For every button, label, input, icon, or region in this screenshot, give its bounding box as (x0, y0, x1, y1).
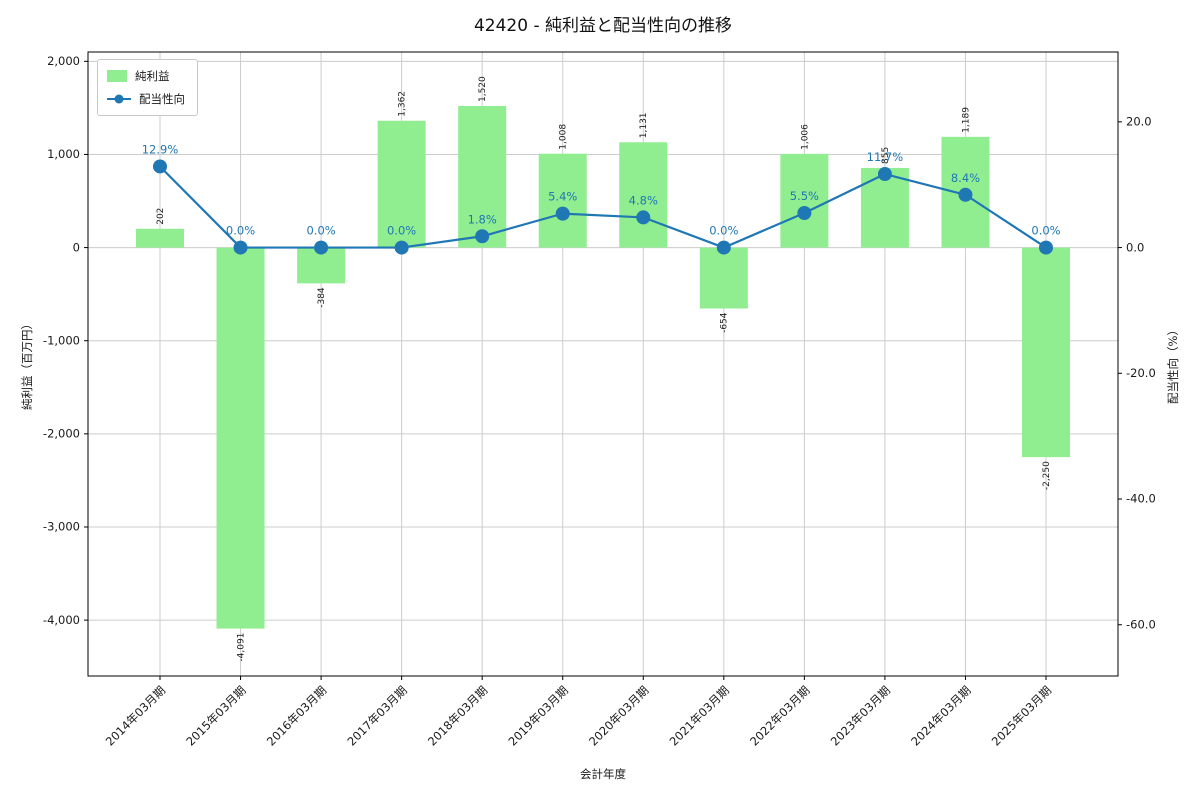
payout-value-label: 0.0% (306, 224, 335, 238)
x-tick-label: 2020年03月期 (586, 683, 651, 748)
payout-value-label: 5.5% (790, 189, 819, 203)
legend-label-payout-ratio: 配当性向 (139, 92, 185, 106)
net-income-bar (780, 153, 829, 248)
bar-value-label: -2,250 (1042, 461, 1052, 490)
bar-value-label: 202 (156, 208, 166, 225)
left-tick-label: 0 (73, 240, 80, 254)
x-tick-label: 2015年03月期 (183, 683, 248, 748)
legend-item-net-income: 純利益 (107, 68, 185, 84)
payout-value-label: 0.0% (1031, 224, 1060, 238)
left-tick-label: -2,000 (43, 427, 80, 441)
left-axis-title: 純利益（百万円） (20, 318, 34, 410)
left-tick-label: -4,000 (43, 613, 80, 627)
bar-value-label: 1,131 (639, 112, 649, 138)
right-tick-label: -40.0 (1126, 492, 1156, 506)
x-tick-label: 2025年03月期 (989, 683, 1054, 748)
bar-series-swatch-icon (107, 70, 127, 82)
bar-value-label: 1,008 (559, 124, 569, 150)
payout-ratio-marker (475, 229, 490, 244)
net-income-bar (619, 142, 668, 248)
line-swatch-marker (114, 94, 124, 104)
net-income-bar (216, 247, 265, 629)
payout-value-label: 4.8% (629, 193, 658, 207)
payout-ratio-marker (314, 240, 329, 255)
line-series-swatch-icon (107, 92, 131, 106)
legend-item-payout-ratio: 配当性向 (107, 91, 185, 107)
bar-value-label: 1,362 (398, 91, 408, 117)
left-tick-label: 2,000 (47, 54, 80, 68)
payout-ratio-marker (394, 240, 409, 255)
plot-border (87, 51, 1119, 677)
left-tick-label: -1,000 (43, 333, 80, 347)
right-tick-label: 20.0 (1126, 115, 1152, 129)
x-axis-title: 会計年度 (580, 767, 626, 781)
x-tick-label: 2024年03月期 (908, 683, 973, 748)
net-income-bar (136, 228, 184, 248)
left-tick-label: 1,000 (47, 147, 80, 161)
x-tick-label: 2017年03月期 (344, 683, 409, 748)
x-tick-label: 2022年03月期 (747, 683, 812, 748)
payout-ratio-marker (797, 205, 812, 220)
payout-ratio-marker (636, 210, 651, 225)
payout-value-label: 0.0% (226, 224, 255, 238)
payout-ratio-marker (877, 167, 892, 182)
bar-value-label: -4,091 (236, 633, 246, 662)
net-income-bar (538, 153, 587, 248)
payout-value-label: 11.7% (867, 150, 904, 164)
payout-ratio-marker (555, 206, 570, 221)
left-tick-label: -3,000 (43, 520, 80, 534)
bar-value-label: 855 (881, 147, 891, 164)
payout-value-label: 0.0% (387, 224, 416, 238)
payout-value-label: 8.4% (951, 171, 980, 185)
bar-value-label: 1,189 (961, 107, 971, 133)
payout-value-label: 12.9% (142, 142, 179, 156)
net-income-bar (377, 120, 426, 248)
payout-value-label: 0.0% (709, 224, 738, 238)
net-income-bar (699, 247, 748, 309)
payout-ratio-marker (716, 240, 731, 255)
right-tick-label: -20.0 (1126, 366, 1156, 380)
right-axis-title: 配当性向（%） (1166, 324, 1180, 404)
x-tick-label: 2016年03月期 (264, 683, 329, 748)
x-tick-label: 2018年03月期 (425, 683, 490, 748)
net-income-bar (458, 106, 507, 248)
chart-title: 42420 - 純利益と配当性向の推移 (473, 16, 733, 36)
payout-ratio-marker (958, 187, 973, 202)
payout-ratio-marker (233, 240, 248, 255)
legend: 純利益 配当性向 (97, 59, 198, 116)
payout-value-label: 5.4% (548, 190, 577, 204)
x-tick-label: 2023年03月期 (828, 683, 893, 748)
payout-ratio-marker (153, 159, 167, 174)
right-tick-label: -60.0 (1126, 617, 1156, 631)
payout-ratio-line (159, 165, 1047, 249)
x-tick-label: 2021年03月期 (667, 683, 732, 748)
bar-value-label: 1,520 (478, 76, 488, 102)
net-income-bar (1022, 247, 1070, 458)
payout-ratio-marker (1039, 240, 1053, 255)
payout-value-label: 1.8% (468, 212, 497, 226)
right-tick-label: 0.0 (1126, 240, 1144, 254)
legend-label-net-income: 純利益 (135, 69, 170, 83)
bar-value-label: 1,006 (800, 124, 810, 150)
x-tick-label: 2019年03月期 (506, 683, 571, 748)
x-tick-label: 2014年03月期 (103, 683, 168, 748)
bar-value-label: -654 (720, 312, 730, 333)
bar-value-label: -384 (317, 287, 327, 308)
